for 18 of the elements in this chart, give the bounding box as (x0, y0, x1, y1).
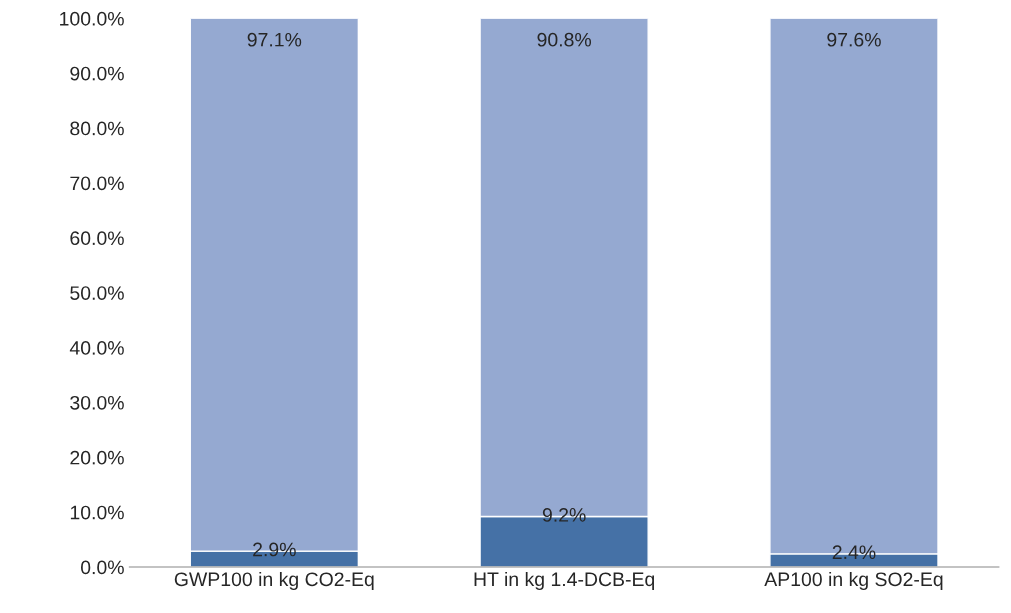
y-tick-label: 80.0% (70, 121, 124, 136)
x-tick-label: HT in kg 1.4-DCB-Eq (474, 571, 655, 591)
data-label: 90.8% (537, 32, 592, 47)
x-tick-label: GWP100 in kg CO2-Eq (174, 571, 374, 591)
y-tick-label: 30.0% (70, 395, 124, 410)
data-label: 97.1% (247, 32, 302, 47)
y-tick-label: 0.0% (80, 560, 124, 575)
x-tick-label: AP100 in kg SO2-Eq (764, 571, 943, 591)
data-label: 2.4% (832, 545, 876, 559)
y-tick-label: 40.0% (69, 341, 124, 355)
y-tick-label: 70.0% (70, 176, 124, 191)
y-tick-label: 20.0% (70, 450, 124, 465)
y-tick-label: 50.0% (70, 286, 124, 300)
y-tick-label: 60.0% (70, 231, 124, 246)
y-tick-label: 90.0% (70, 66, 124, 81)
y-tick-label: 10.0% (70, 505, 124, 520)
data-label: 97.6% (827, 32, 881, 47)
y-tick-label: 100.0% (60, 11, 124, 26)
